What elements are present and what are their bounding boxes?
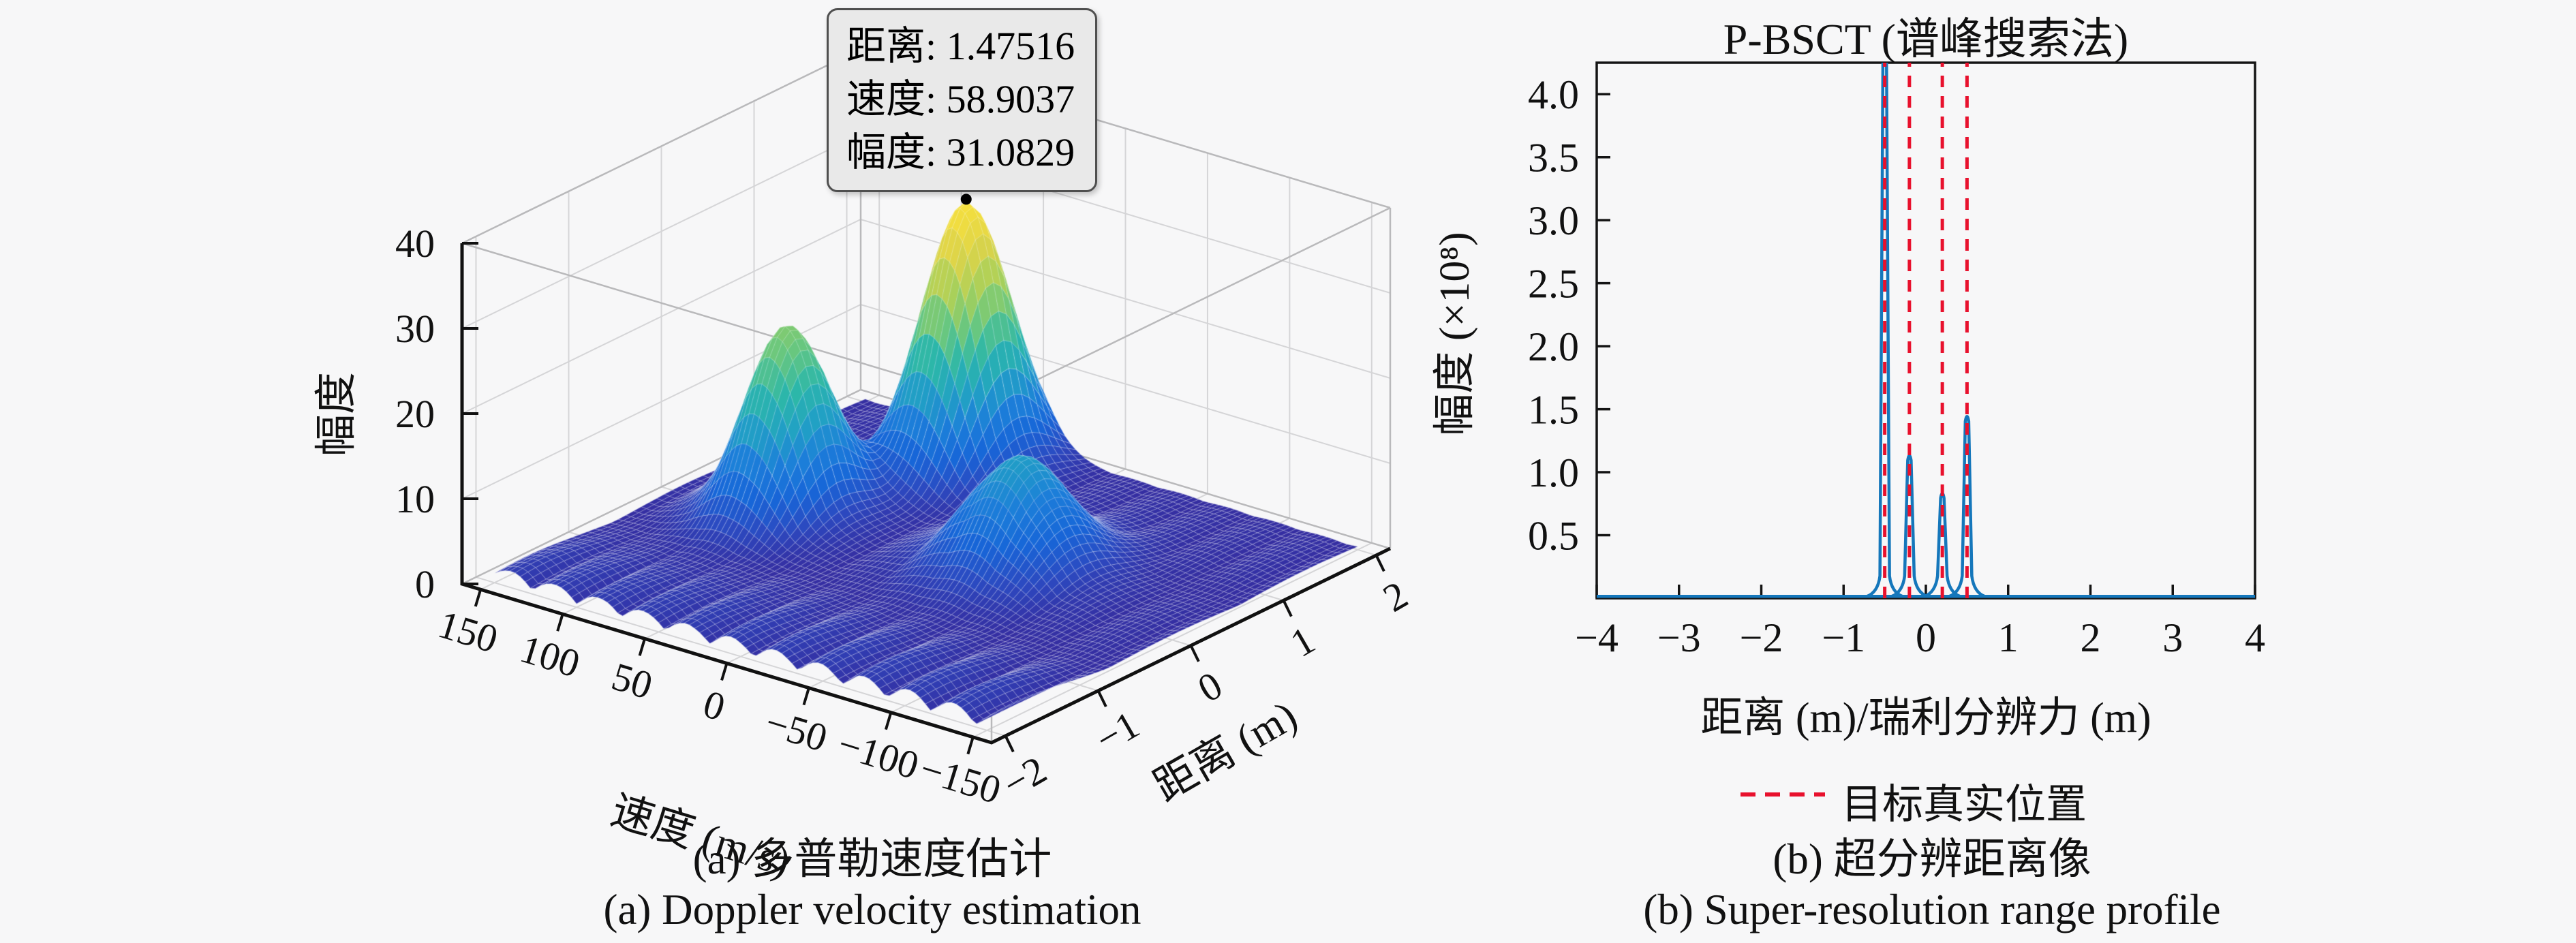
surface-distance-tick-label: 2 [1376,572,1415,621]
range-profile-x-tick-label: −3 [1657,615,1701,660]
range-profile-data[interactable] [1597,40,2255,598]
surface-velocity-tick-label: 0 [699,681,731,730]
range-profile-y-tick-label: 1.5 [1528,388,1579,433]
datatip-box[interactable]: 距离: 1.47516 速度: 58.9037 幅度: 31.0829 [827,8,1098,192]
caption-right-en: (b) Super-resolution range profile [1643,886,2221,933]
surface-velocity-tick-label: 150 [433,602,503,662]
range-profile-y-tick-label: 2.5 [1528,262,1579,307]
caption-left-zh: (a) 多普勒速度估计 [692,835,1052,883]
surface-velocity-tick-label: −50 [761,700,833,760]
surface-distance-tick-label: −1 [1088,702,1146,762]
signal-spike [1890,454,1928,598]
range-profile-y-tick-label: 4.0 [1528,72,1579,117]
range-profile-x-tick-label: 0 [1916,615,1936,660]
range-profile-x-tick-label: 4 [2245,615,2265,660]
range-profile-frame[interactable] [1595,61,2256,600]
surface-z-tick-label: 30 [395,307,435,351]
surface-axis-ticks [462,242,1385,755]
surface-velocity-tick-label: −150 [915,746,1006,812]
signal-spike [1948,415,1986,598]
range-profile-x-tick-label: −2 [1740,615,1783,660]
range-profile-x-tick-label: 3 [2162,615,2183,660]
range-profile-ticks [1595,93,2256,598]
range-profile-y-axis-label: 幅度 (×10⁸) [1432,232,1478,436]
datatip-row-velocity: 速度: 58.9037 [846,77,1075,121]
surface-velocity-tick-label: −100 [833,722,923,788]
range-profile-x-tick-label: 1 [1998,615,2019,660]
datatip-row-amplitude: 幅度: 31.0829 [846,130,1075,174]
surface-z-tick-label: 10 [395,477,435,521]
range-profile-y-tick-label: 2.0 [1528,324,1579,369]
range-profile-x-axis-label: 距离 (m)/瑞利分辨力 (m) [1700,695,2151,741]
surface-distance-tick-label: 0 [1191,663,1230,711]
caption-left-en: (a) Doppler velocity estimation [603,886,1141,933]
range-profile-tick-labels: −4 −3 −2 −1 0 1 2 3 4 0.5 1.0 1.5 2.0 2.5 3.0 3.5 4.0 [1528,72,2265,660]
caption-right-panel: (b) 超分辨距离像 (b) Super-resolution range pr… [1421,834,2443,935]
range-profile-y-tick-label: 3.0 [1528,198,1579,243]
surface-z-tick-label: 0 [415,562,435,606]
range-profile-y-tick-label: 3.5 [1528,136,1579,181]
surface-velocity-tick-label: 100 [515,626,585,686]
surface-z-tick-label: 20 [395,392,435,436]
range-profile-title: P-BSCT (谱峰搜索法) [1723,15,2129,63]
surface-z-tick-label: 40 [395,221,435,266]
range-profile-y-tick-label: 1.0 [1528,450,1579,495]
surface-axes [460,243,1392,745]
range-profile-y-tick-label: 0.5 [1528,514,1579,559]
legend-label-target-true-position: 目标真实位置 [1841,782,2087,827]
datatip-marker-dot[interactable] [960,194,972,205]
range-profile-x-tick-label: 2 [2081,615,2101,660]
signal-spike [1866,63,1903,598]
range-profile-x-tick-label: −1 [1822,615,1865,660]
caption-left-panel: (a) 多普勒速度估计 (a) Doppler velocity estimat… [361,834,1383,935]
surface-z-axis-label: 幅度 [313,372,360,457]
datatip-row-distance: 距离: 1.47516 [846,24,1075,68]
range-profile-x-tick-label: −4 [1575,615,1619,660]
surface-distance-tick-label: −2 [995,747,1054,807]
surface-velocity-tick-label: 50 [607,654,657,708]
caption-right-zh: (b) 超分辨距离像 [1773,835,2091,883]
